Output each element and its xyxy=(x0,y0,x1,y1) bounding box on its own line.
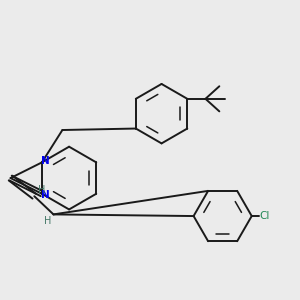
Text: N: N xyxy=(41,190,50,200)
Text: H: H xyxy=(44,216,51,226)
Text: H: H xyxy=(38,184,45,195)
Text: Cl: Cl xyxy=(259,211,269,221)
Text: N: N xyxy=(41,156,50,167)
